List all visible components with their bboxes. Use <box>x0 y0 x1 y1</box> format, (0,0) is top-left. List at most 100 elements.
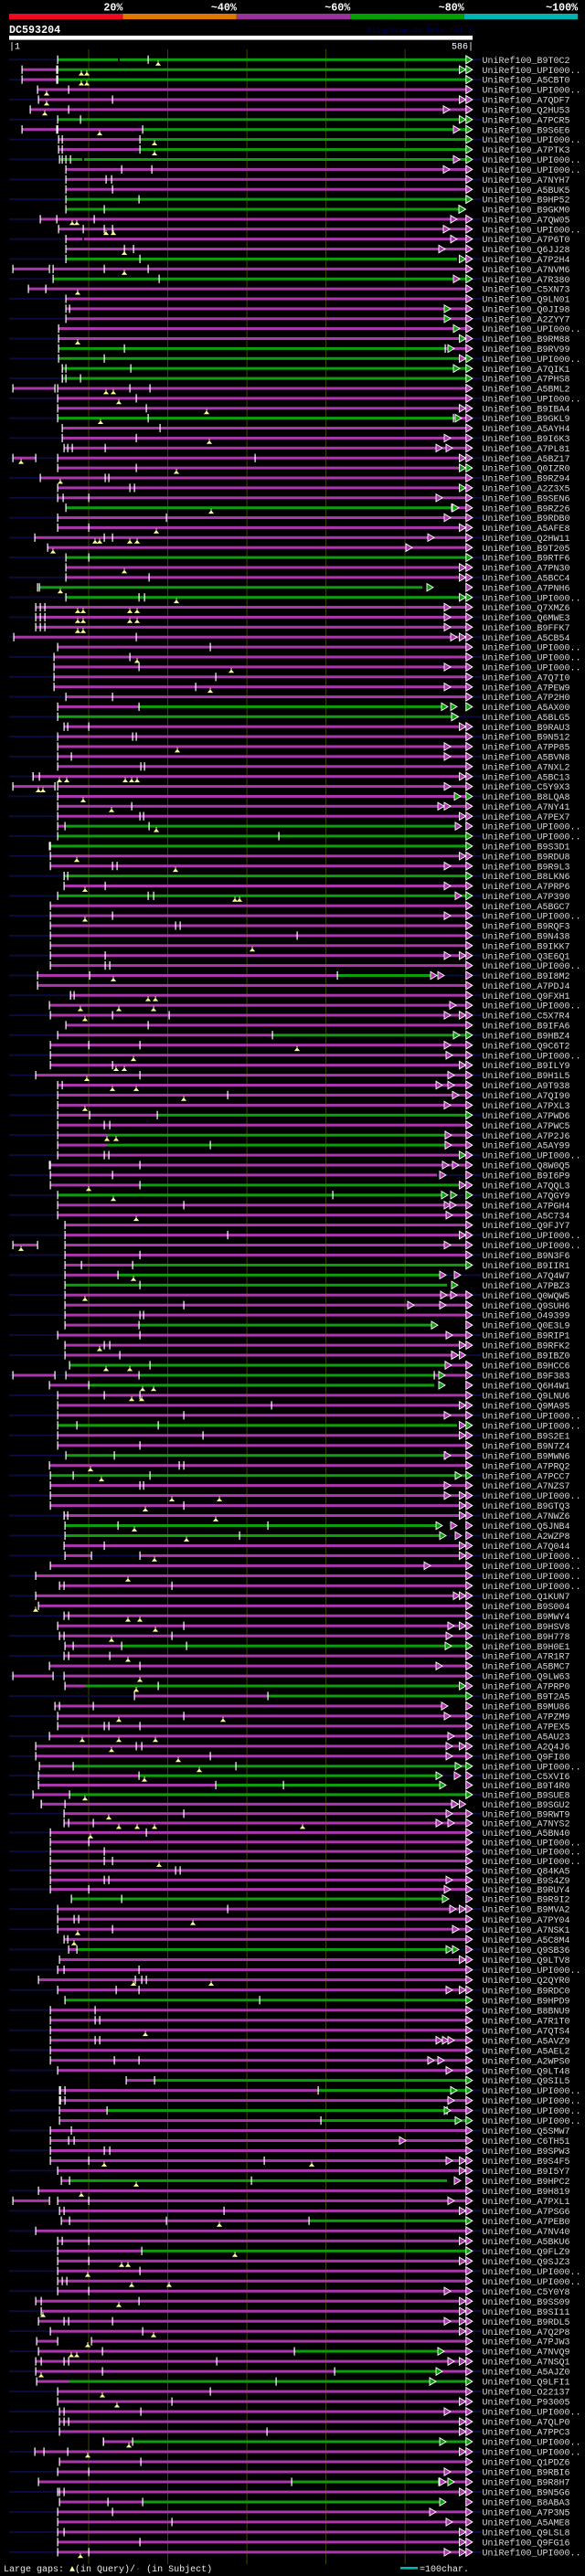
svg-text:UniRef100_UPI000..: UniRef100_UPI000.. <box>483 1562 581 1573</box>
svg-text:UniRef100_C5X7R4: UniRef100_C5X7R4 <box>483 1012 570 1023</box>
svg-text:UniRef100_B9RAU3: UniRef100_B9RAU3 <box>483 723 570 734</box>
svg-text:UniRef100_UPI000..: UniRef100_UPI000.. <box>483 2408 581 2419</box>
svg-text:UniRef100_A7NSK1: UniRef100_A7NSK1 <box>483 1925 570 1936</box>
svg-text:UniRef100_UPI000..: UniRef100_UPI000.. <box>483 1002 581 1012</box>
svg-text:UniRef100_A5C734: UniRef100_A5C734 <box>483 1211 570 1222</box>
svg-text:UniRef100_A7P390: UniRef100_A7P390 <box>483 892 570 903</box>
svg-text:UniRef100_B9RDC0: UniRef100_B9RDC0 <box>483 1986 570 1997</box>
svg-text:UniRef100_B9F383: UniRef100_B9F383 <box>483 1372 570 1383</box>
svg-text:UniRef100_A2ZYY7: UniRef100_A2ZYY7 <box>483 314 570 325</box>
svg-text:UniRef100_B9RWT9: UniRef100_B9RWT9 <box>483 1809 570 1820</box>
svg-text:UniRef100_A7NV40: UniRef100_A7NV40 <box>483 2227 570 2238</box>
svg-text:UniRef100_UPI000..: UniRef100_UPI000.. <box>483 832 581 843</box>
svg-text:AlignView.pm Beta rel.7: AlignView.pm Beta rel.7 <box>367 27 473 36</box>
svg-text:UniRef100_Q0IZR0: UniRef100_Q0IZR0 <box>483 464 570 475</box>
svg-text:UniRef100_A7PWC5: UniRef100_A7PWC5 <box>483 1121 570 1132</box>
svg-text:UniRef100_B9HPC2: UniRef100_B9HPC2 <box>483 2177 570 2188</box>
svg-text:UniRef100_B9IKK7: UniRef100_B9IKK7 <box>483 941 570 952</box>
svg-text:UniRef100_UPI000..: UniRef100_UPI000.. <box>483 912 581 923</box>
svg-text:UniRef100_B9IIR1: UniRef100_B9IIR1 <box>483 1261 570 1272</box>
svg-text:UniRef100_O49399: UniRef100_O49399 <box>483 1311 570 1322</box>
svg-text:UniRef100_UPI000..: UniRef100_UPI000.. <box>483 2277 581 2288</box>
svg-text:UniRef100_B9N438: UniRef100_B9N438 <box>483 932 570 943</box>
svg-text:UniRef100_A7QGY9: UniRef100_A7QGY9 <box>483 1191 570 1202</box>
svg-text:UniRef100_Q0JI98: UniRef100_Q0JI98 <box>483 305 570 316</box>
svg-text:UniRef100_UPI000..: UniRef100_UPI000.. <box>483 2106 581 2117</box>
svg-text:UniRef100_A7NWZ6: UniRef100_A7NWZ6 <box>483 1511 570 1522</box>
svg-text:UniRef100_UPI000..: UniRef100_UPI000.. <box>483 653 581 664</box>
svg-text:UniRef100_UPI000..: UniRef100_UPI000.. <box>483 2549 581 2560</box>
svg-text:UniRef100_B9S6E6: UniRef100_B9S6E6 <box>483 125 570 136</box>
svg-text:UniRef100_B9RDU8: UniRef100_B9RDU8 <box>483 852 570 863</box>
svg-text:UniRef100_A7PGH4: UniRef100_A7PGH4 <box>483 1201 570 1212</box>
svg-text:UniRef100_A7PXL3: UniRef100_A7PXL3 <box>483 1101 570 1112</box>
svg-text:UniRef100_A7PEW9: UniRef100_A7PEW9 <box>483 683 570 694</box>
svg-text:UniRef100_A5AVZ9: UniRef100_A5AVZ9 <box>483 2036 570 2047</box>
svg-text:UniRef100_UPI000..: UniRef100_UPI000.. <box>483 395 581 406</box>
svg-text:UniRef100_A7QDF7: UniRef100_A7QDF7 <box>483 96 570 107</box>
svg-text:UniRef100_UPI000..: UniRef100_UPI000.. <box>483 355 581 366</box>
svg-text:UniRef100_B9HSV8: UniRef100_B9HSV8 <box>483 1622 570 1633</box>
svg-text:586|: 586| <box>452 42 473 53</box>
svg-text:UniRef100_Q9LT48: UniRef100_Q9LT48 <box>483 2066 570 2077</box>
svg-text:UniRef100_Q9FLZ9: UniRef100_Q9FLZ9 <box>483 2247 570 2258</box>
svg-text:UniRef100_UPI000..: UniRef100_UPI000.. <box>483 1421 581 1432</box>
svg-text:UniRef100_A7PTK3: UniRef100_A7PTK3 <box>483 145 570 156</box>
svg-text:UniRef100_B9SGU2: UniRef100_B9SGU2 <box>483 1800 570 1811</box>
svg-text:UniRef100_Q84KA5: UniRef100_Q84KA5 <box>483 1867 570 1878</box>
svg-text:UniRef100_Q5SMW7: UniRef100_Q5SMW7 <box>483 2126 570 2137</box>
svg-text:UniRef100_A7PN30: UniRef100_A7PN30 <box>483 564 570 575</box>
svg-text:UniRef100_B9H0E1: UniRef100_B9H0E1 <box>483 1642 570 1653</box>
svg-text:UniRef100_A5AFE8: UniRef100_A5AFE8 <box>483 524 570 535</box>
svg-text:UniRef100_A9T938: UniRef100_A9T938 <box>483 1081 570 1092</box>
svg-text:UniRef100_Q9FXH1: UniRef100_Q9FXH1 <box>483 991 570 1002</box>
svg-text:UniRef100_A5BKU6: UniRef100_A5BKU6 <box>483 2237 570 2248</box>
svg-text:UniRef100_A7P2J6: UniRef100_A7P2J6 <box>483 1131 570 1142</box>
svg-text:UniRef100_B9SEN6: UniRef100_B9SEN6 <box>483 493 570 504</box>
svg-text:UniRef100_Q9LN01: UniRef100_Q9LN01 <box>483 295 570 306</box>
svg-text:UniRef100_B8LQA8: UniRef100_B8LQA8 <box>483 792 570 803</box>
svg-text:UniRef100_A5AJZ0: UniRef100_A5AJZ0 <box>483 2368 570 2379</box>
svg-text:UniRef100_Q9LTV8: UniRef100_Q9LTV8 <box>483 1956 570 1966</box>
svg-text:UniRef100_Q5JNB4: UniRef100_Q5JNB4 <box>483 1521 570 1532</box>
svg-text:UniRef100_B9RTF6: UniRef100_B9RTF6 <box>483 554 570 565</box>
svg-text:UniRef100_B9N7Z4: UniRef100_B9N7Z4 <box>483 1441 570 1452</box>
svg-text:UniRef100_UPI000..: UniRef100_UPI000.. <box>483 2448 581 2459</box>
svg-text:UniRef100_A7PRP0: UniRef100_A7PRP0 <box>483 1682 570 1693</box>
svg-text:UniRef100_A7PJW3: UniRef100_A7PJW3 <box>483 2337 570 2348</box>
svg-text:UniRef100_A7PRQ2: UniRef100_A7PRQ2 <box>483 1461 570 1472</box>
svg-text:UniRef100_Q9MA95: UniRef100_Q9MA95 <box>483 1402 570 1413</box>
svg-text:UniRef100_B9H819: UniRef100_B9H819 <box>483 2187 570 2198</box>
svg-text:UniRef100_UPI000..: UniRef100_UPI000.. <box>483 2086 581 2097</box>
svg-text:UniRef100_A7PXL1: UniRef100_A7PXL1 <box>483 2197 570 2208</box>
svg-text:Large gaps: ▲(in Query)/- (in: Large gaps: ▲(in Query)/- (in Subject) <box>4 2564 212 2575</box>
svg-text:DC593204: DC593204 <box>9 24 60 37</box>
svg-text:UniRef100_B9S4F5: UniRef100_B9S4F5 <box>483 2157 570 2168</box>
svg-text:UniRef100_A7NYH7: UniRef100_A7NYH7 <box>483 175 570 186</box>
svg-text:UniRef100_A7PCR5: UniRef100_A7PCR5 <box>483 115 570 126</box>
svg-text:UniRef100_A7NYS2: UniRef100_A7NYS2 <box>483 1819 570 1830</box>
svg-text:UniRef100_UPI000..: UniRef100_UPI000.. <box>483 1151 581 1162</box>
svg-text:UniRef100_B9MU86: UniRef100_B9MU86 <box>483 1702 570 1713</box>
svg-text:UniRef100_A7NXL2: UniRef100_A7NXL2 <box>483 762 570 773</box>
svg-text:UniRef100_Q9SUH6: UniRef100_Q9SUH6 <box>483 1301 570 1312</box>
svg-text:UniRef100_A7PY04: UniRef100_A7PY04 <box>483 1915 570 1926</box>
svg-text:UniRef100_A7PHS8: UniRef100_A7PHS8 <box>483 375 570 386</box>
svg-text:UniRef100_Q9C6T2: UniRef100_Q9C6T2 <box>483 1041 570 1052</box>
svg-text:UniRef100_UPI000..: UniRef100_UPI000.. <box>483 1411 581 1422</box>
svg-text:UniRef100_B9SI11: UniRef100_B9SI11 <box>483 2307 570 2318</box>
svg-text:UniRef100_B9RQF3: UniRef100_B9RQF3 <box>483 922 570 933</box>
svg-text:UniRef100_Q1KUN7: UniRef100_Q1KUN7 <box>483 1592 570 1603</box>
svg-text:UniRef100_B9SS09: UniRef100_B9SS09 <box>483 2297 570 2308</box>
svg-text:UniRef100_C5Y9X3: UniRef100_C5Y9X3 <box>483 782 570 793</box>
svg-text:UniRef100_B9GKM0: UniRef100_B9GKM0 <box>483 206 570 217</box>
svg-text:UniRef100_B9FFK7: UniRef100_B9FFK7 <box>483 623 570 634</box>
svg-text:UniRef100_A7Q4W7: UniRef100_A7Q4W7 <box>483 1271 570 1282</box>
svg-text:UniRef100_B9RV99: UniRef100_B9RV99 <box>483 345 570 355</box>
svg-text:UniRef100_UPI000..: UniRef100_UPI000.. <box>483 1966 581 1977</box>
svg-text:UniRef100_UPI000..: UniRef100_UPI000.. <box>483 86 581 97</box>
svg-text:UniRef100_A5AME8: UniRef100_A5AME8 <box>483 2518 570 2529</box>
svg-text:UniRef100_B8ABA3: UniRef100_B8ABA3 <box>483 2498 570 2509</box>
svg-text:UniRef100_A7NSQ1: UniRef100_A7NSQ1 <box>483 2358 570 2369</box>
svg-text:UniRef100_UPI000..: UniRef100_UPI000.. <box>483 822 581 833</box>
